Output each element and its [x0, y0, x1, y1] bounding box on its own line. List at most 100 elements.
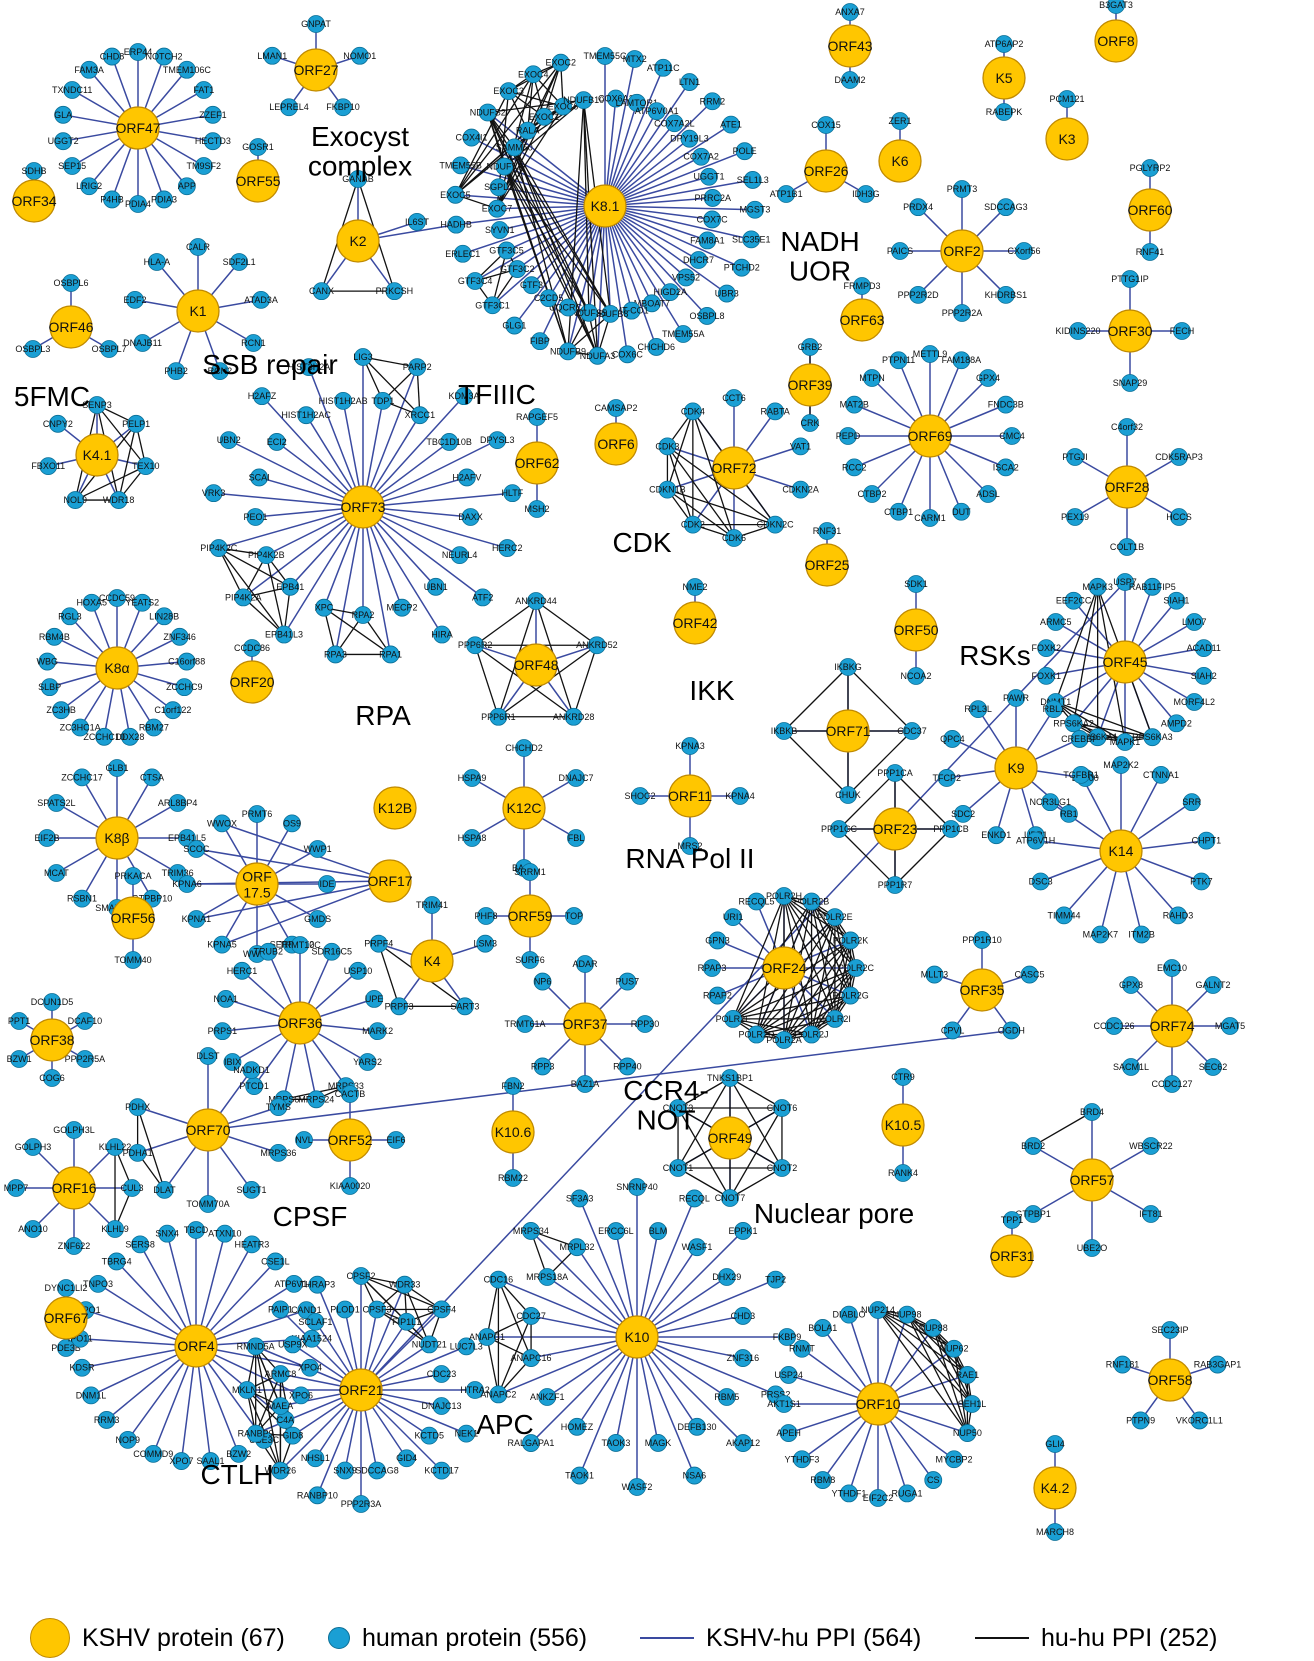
- human-node-nup62: NUP62: [940, 1339, 969, 1358]
- human-node-label: PPP1CA: [877, 768, 913, 778]
- human-node-circle: [49, 414, 67, 433]
- human-node-prpf4: PRPF4: [364, 934, 393, 953]
- human-node-circle: [889, 351, 908, 370]
- human-node-cox4i1: COX4I1: [456, 128, 488, 147]
- human-node-circle: [1058, 90, 1076, 108]
- human-node-dnajb11: DNAJB11: [123, 334, 162, 352]
- human-node-il6st: IL6ST: [405, 212, 429, 231]
- hu-hu-edge: [877, 1309, 968, 1434]
- human-node-rcc2: RCC2: [842, 458, 866, 477]
- cluster-label-apc: APC: [476, 1409, 534, 1440]
- kshv-node-label: K4.2: [1041, 1480, 1070, 1496]
- hu-hu-edge: [906, 1314, 968, 1376]
- human-node-circle: [725, 529, 743, 547]
- kshv-node-label: ORF69: [907, 428, 952, 444]
- human-node-osbpl7: OSBPL7: [92, 340, 127, 358]
- hu-hu-edge: [732, 994, 851, 1020]
- human-node-label: FKBP9: [773, 1332, 802, 1342]
- human-node-sec62: SEC62: [1199, 1058, 1227, 1076]
- human-node-label: KIAA0020: [330, 1181, 371, 1191]
- human-node-c4orf32: C4orf32: [1111, 418, 1143, 436]
- kshv-node-label: K14: [1109, 843, 1134, 859]
- human-node-thrap3: THRAP3: [300, 1275, 335, 1294]
- human-node-dync1li2: DYNC1LI2: [44, 1279, 88, 1297]
- human-node-label: PLOD1: [330, 1304, 360, 1314]
- human-node-label: NSA6: [683, 1471, 707, 1481]
- human-node-label: SNX9: [333, 1466, 357, 1476]
- human-node-label: CCDC86: [234, 643, 270, 653]
- hu-hu-edge: [1055, 586, 1099, 703]
- human-node-label: NDUFB8: [592, 309, 628, 319]
- human-node-label: PTK7: [1190, 876, 1213, 886]
- human-node-label: HADHB: [440, 220, 472, 230]
- human-node-nme2: NME2: [682, 578, 708, 596]
- human-node-label: TMEM55C: [583, 51, 627, 61]
- human-node-label: CTNNA1: [1143, 770, 1179, 780]
- human-node-circle: [647, 338, 666, 356]
- human-node-label: PTPN11: [882, 355, 915, 365]
- human-node-label: CRK: [800, 418, 819, 428]
- kshv-hu-edge: [604, 179, 753, 207]
- human-node-label: UGGT2: [48, 136, 79, 146]
- human-node-mllt3: MLLT3: [921, 965, 948, 984]
- kshv-node-k9: K9: [994, 746, 1038, 790]
- human-node-ercc6l: ERCC6L: [598, 1222, 634, 1240]
- human-node-rbm5: RBM5: [714, 1388, 739, 1406]
- human-node-label: YEATS2: [125, 598, 159, 608]
- kshv-node-label: ORF55: [235, 173, 280, 189]
- hu-hu-edge: [677, 1077, 731, 1109]
- cluster-label-nadh-uor: NADH UOR: [780, 226, 859, 286]
- hu-hu-edge: [513, 147, 590, 314]
- human-node-label: UBE2O: [1077, 1243, 1108, 1253]
- human-node-idh3g: IDH3G: [852, 185, 880, 203]
- human-node-eif2b: EIF2B: [34, 829, 60, 847]
- human-node-label: PTCHD2: [724, 263, 760, 273]
- human-node-circle: [801, 338, 819, 356]
- human-node-atp1b1: ATP1B1: [770, 185, 803, 203]
- human-node-label: P4HB: [100, 194, 124, 204]
- kshv-hu-edge: [604, 100, 713, 207]
- human-node-gmds: GMDS: [304, 910, 331, 928]
- human-node-circle: [103, 47, 121, 66]
- hu-hu-edge: [953, 1348, 969, 1434]
- human-node-lsm3: LSM3: [474, 934, 497, 953]
- human-node-morf4l2: MORF4L2: [1174, 693, 1215, 711]
- human-node-label: FBL: [568, 833, 585, 843]
- human-node-label: GLB1: [105, 763, 128, 773]
- kshv-node-label: ORF38: [29, 1032, 74, 1048]
- human-node-kdm3a: KDM3A: [449, 387, 480, 406]
- human-node-circle: [478, 103, 497, 122]
- kshv-node-label: K12B: [378, 800, 412, 816]
- human-node-label: PGLYRP2: [1130, 163, 1171, 173]
- human-node-tbc1d10b: TBC1D10B: [426, 433, 472, 451]
- human-node-label: ZCCHC9: [166, 682, 203, 692]
- kshv-hu-edge: [218, 506, 364, 549]
- human-node-cdk2: CDK2: [681, 515, 705, 534]
- human-node-sf3a3: SF3A3: [566, 1189, 593, 1208]
- human-node-mrpl32: MRPL32: [559, 1238, 595, 1257]
- human-node-top: TOP: [565, 907, 583, 925]
- human-node-label: EPB41L3: [265, 630, 303, 640]
- hu-hu-edge: [834, 940, 852, 1020]
- human-node-label: ANKRD28: [553, 712, 595, 722]
- human-node-pawr: PAWR: [1003, 689, 1029, 707]
- human-node-wbscr22: WBSCR22: [1129, 1137, 1173, 1155]
- hu-hu-edge: [834, 916, 852, 996]
- human-node-label: KPNA1: [182, 914, 212, 924]
- human-node-ccdc127: CCDC127: [1151, 1075, 1193, 1093]
- human-node-label: CDKN2C: [757, 520, 795, 530]
- human-node-label: CDK2: [681, 520, 705, 530]
- human-node-label: OSBPL8: [690, 311, 725, 321]
- human-node-label: EXOC5: [440, 190, 471, 200]
- human-node-label: CDC16: [484, 1275, 514, 1285]
- cluster-label-ssb-repair: SSB repair: [202, 349, 337, 380]
- human-node-circle: [234, 588, 253, 607]
- human-node-label: SGPL1: [484, 182, 513, 192]
- legend-kshv-hu-label: KSHV-hu PPI (564): [706, 1623, 922, 1652]
- human-node-label: CNOT1: [663, 1163, 694, 1173]
- human-node-circle: [1121, 374, 1139, 392]
- kshv-node-orf69: ORF69: [907, 414, 953, 458]
- human-node-label: AKAP12: [726, 1438, 760, 1448]
- human-node-circle: [722, 115, 740, 134]
- human-node-circle: [596, 47, 614, 65]
